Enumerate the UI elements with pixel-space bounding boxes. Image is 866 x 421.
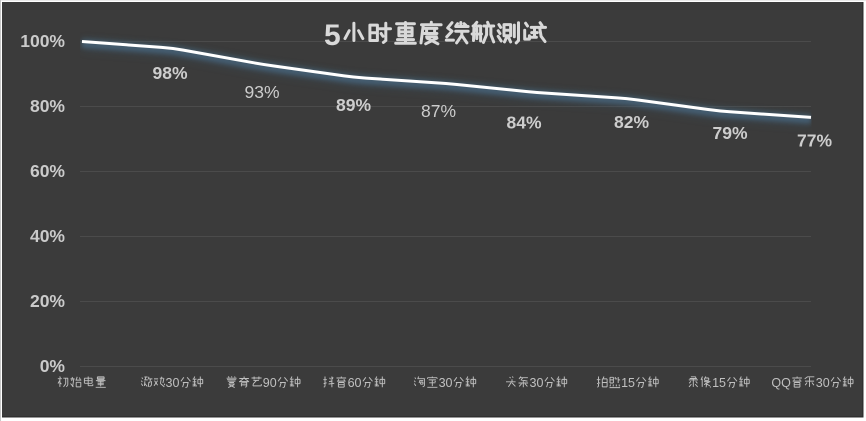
svg-text:79%: 79% xyxy=(712,123,747,143)
svg-text:5: 5 xyxy=(324,19,341,52)
svg-text:90: 90 xyxy=(263,376,277,390)
svg-text:77%: 77% xyxy=(797,131,832,151)
svg-text:60: 60 xyxy=(348,376,362,390)
svg-text:30: 30 xyxy=(439,376,453,390)
svg-text:60%: 60% xyxy=(30,161,65,181)
svg-text:30: 30 xyxy=(816,376,830,390)
svg-text:15: 15 xyxy=(712,376,726,390)
svg-text:84%: 84% xyxy=(506,113,541,133)
svg-text:30: 30 xyxy=(530,376,544,390)
svg-text:82%: 82% xyxy=(614,112,649,132)
svg-text:0%: 0% xyxy=(40,356,66,376)
svg-text:98%: 98% xyxy=(152,63,187,83)
svg-text:15: 15 xyxy=(621,376,635,390)
svg-text:100%: 100% xyxy=(20,31,65,51)
svg-text:80%: 80% xyxy=(30,96,65,116)
svg-text:40%: 40% xyxy=(30,226,65,246)
svg-text:30: 30 xyxy=(166,376,180,390)
svg-text:93%: 93% xyxy=(244,82,279,102)
svg-text:20%: 20% xyxy=(30,291,65,311)
svg-text:QQ: QQ xyxy=(771,376,791,390)
svg-text:87%: 87% xyxy=(421,101,456,121)
svg-text:89%: 89% xyxy=(336,95,371,115)
